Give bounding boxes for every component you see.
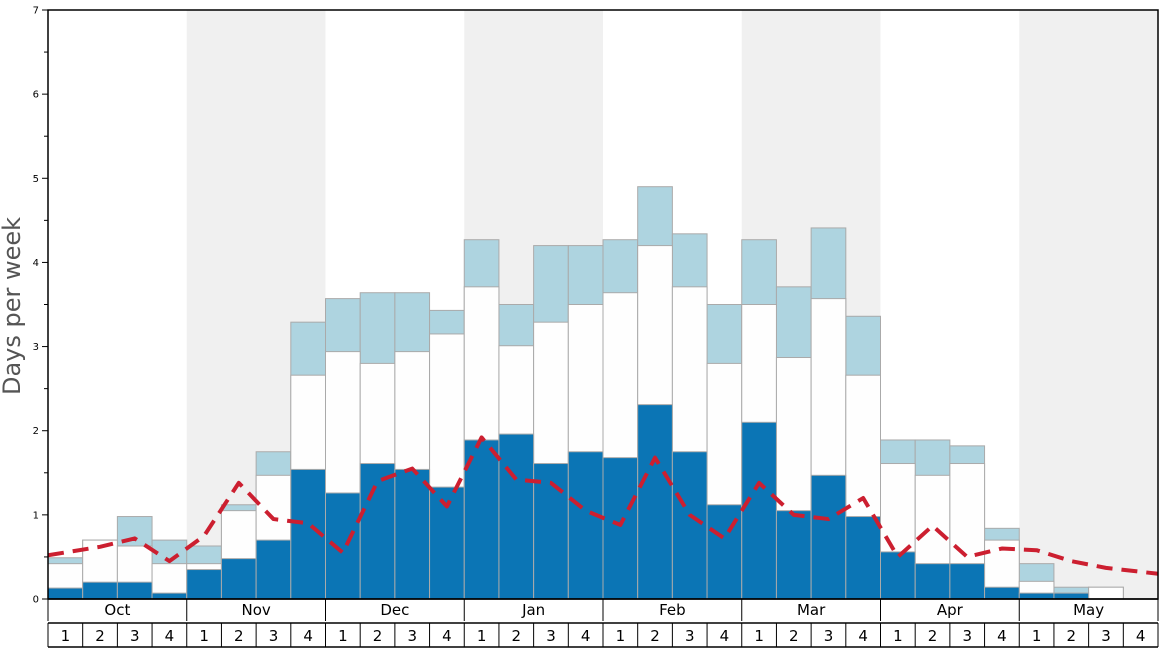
week-label: 3 <box>962 627 972 645</box>
y-tick-label: 4 <box>33 258 39 269</box>
bar-bottom <box>220 558 257 600</box>
bar-bottom <box>325 492 361 600</box>
week-label: 3 <box>824 627 834 645</box>
week-label: 2 <box>373 627 383 645</box>
bar-bottom <box>914 563 951 600</box>
month-label-mar: Mar <box>797 601 826 619</box>
bar-bottom <box>810 474 847 600</box>
bars <box>47 186 1124 600</box>
bar-bottom <box>255 539 292 600</box>
week-label: 3 <box>546 627 556 645</box>
week-label: 1 <box>893 627 903 645</box>
week-label: 4 <box>442 627 452 645</box>
bar-bottom <box>1053 592 1090 600</box>
month-label-nov: Nov <box>241 601 270 619</box>
axes: 0 1 2 3 4 5 6 7 Oct Nov Dec Jan Feb Mar Apr May 1 2 3 4 1 2 3 4… <box>33 6 1159 648</box>
bar-bottom <box>775 510 812 600</box>
month-label-feb: Feb <box>659 601 686 619</box>
bar-bottom <box>880 551 916 600</box>
week-label: 2 <box>928 627 938 645</box>
bar-bottom <box>567 451 604 600</box>
week-label: 2 <box>789 627 799 645</box>
average-line-path <box>47 435 1159 576</box>
bar-bottom <box>984 586 1020 600</box>
week-label: 1 <box>1032 627 1042 645</box>
month-label-jan: Jan <box>521 601 545 619</box>
week-label: 2 <box>234 627 244 645</box>
week-label: 4 <box>720 627 730 645</box>
y-tick-label: 2 <box>33 426 39 437</box>
bar-bottom <box>949 563 986 600</box>
week-label: 4 <box>165 627 175 645</box>
bar-bottom <box>394 468 431 600</box>
bar-bottom <box>186 569 222 600</box>
y-tick-label: 3 <box>33 342 39 353</box>
week-label: 2 <box>1067 627 1077 645</box>
week-label: 3 <box>1101 627 1111 645</box>
week-label: 3 <box>685 627 695 645</box>
week-label: 4 <box>997 627 1007 645</box>
bar-middle <box>1088 586 1124 600</box>
bar-bottom <box>116 581 153 600</box>
average-line <box>47 435 1159 576</box>
week-label: 3 <box>407 627 417 645</box>
week-label: 2 <box>512 627 522 645</box>
y-tick-label: 1 <box>33 510 39 521</box>
y-tick-label: 5 <box>33 174 39 185</box>
week-label: 4 <box>1136 627 1146 645</box>
week-label: 3 <box>269 627 279 645</box>
week-label: 1 <box>754 627 764 645</box>
week-label: 1 <box>199 627 209 645</box>
week-label: 4 <box>858 627 868 645</box>
week-label: 2 <box>95 627 105 645</box>
bar-bottom <box>671 451 708 600</box>
bar-bottom <box>463 439 500 600</box>
week-label: 1 <box>616 627 626 645</box>
bar-bottom <box>1018 592 1055 600</box>
month-shade-may <box>1019 10 1158 599</box>
y-tick-label: 7 <box>33 6 39 17</box>
bar-bottom <box>602 457 639 600</box>
week-label: 1 <box>61 627 71 645</box>
week-label: 2 <box>650 627 660 645</box>
bar-bottom <box>498 433 535 600</box>
week-label: 4 <box>303 627 313 645</box>
bar-bottom <box>82 581 118 600</box>
week-label: 4 <box>581 627 591 645</box>
bar-bottom <box>637 404 673 600</box>
month-label-dec: Dec <box>380 601 409 619</box>
bar-bottom <box>151 592 188 600</box>
week-label: 1 <box>477 627 487 645</box>
bar-bottom <box>741 421 777 600</box>
month-label-may: May <box>1073 601 1104 619</box>
y-tick-label: 6 <box>33 90 39 101</box>
week-label: 1 <box>338 627 348 645</box>
y-tick-label: 0 <box>33 595 39 606</box>
y-axis-title: Days per week <box>0 217 26 395</box>
month-label-oct: Oct <box>104 601 130 619</box>
bar-bottom <box>47 587 84 600</box>
week-label: 3 <box>130 627 140 645</box>
bar-bottom <box>359 463 396 600</box>
month-label-apr: Apr <box>937 601 964 619</box>
bar-bottom <box>845 516 881 600</box>
